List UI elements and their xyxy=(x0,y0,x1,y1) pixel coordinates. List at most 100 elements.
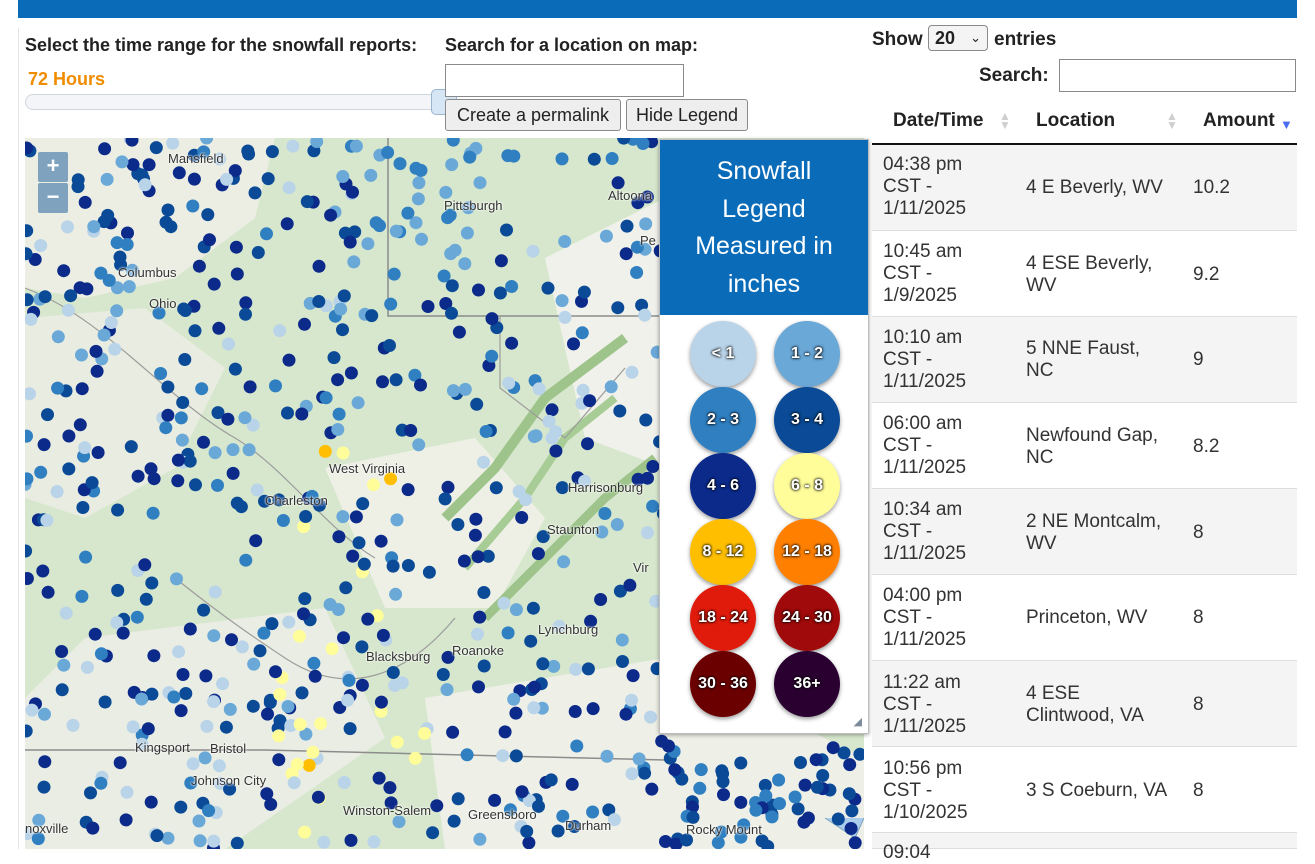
snowfall-report-marker[interactable] xyxy=(509,749,523,763)
snowfall-report-marker[interactable] xyxy=(331,423,345,436)
snowfall-report-marker[interactable] xyxy=(716,775,730,789)
snowfall-report-marker[interactable] xyxy=(414,163,428,177)
snowfall-report-marker[interactable] xyxy=(51,330,65,344)
snowfall-report-marker[interactable] xyxy=(390,735,404,749)
snowfall-report-marker[interactable] xyxy=(138,558,152,572)
snowfall-report-marker[interactable] xyxy=(617,138,631,145)
snowfall-report-marker[interactable] xyxy=(441,650,455,664)
snowfall-report-marker[interactable] xyxy=(260,227,273,241)
snowfall-report-marker[interactable] xyxy=(139,592,153,606)
snowfall-report-marker[interactable] xyxy=(37,780,51,794)
snowfall-report-marker[interactable] xyxy=(439,185,453,199)
snowfall-report-marker[interactable] xyxy=(485,349,499,363)
snowfall-report-marker[interactable] xyxy=(611,176,625,190)
snowfall-report-marker[interactable] xyxy=(501,626,515,640)
snowfall-report-marker[interactable] xyxy=(211,478,224,492)
snowfall-report-marker[interactable] xyxy=(694,763,708,777)
snowfall-report-marker[interactable] xyxy=(145,576,159,590)
snowfall-report-marker[interactable] xyxy=(307,656,321,670)
snowfall-report-marker[interactable] xyxy=(352,536,366,550)
snowfall-report-marker[interactable] xyxy=(32,813,46,827)
snowfall-report-marker[interactable] xyxy=(361,612,375,626)
snowfall-report-marker[interactable] xyxy=(542,414,556,428)
snowfall-report-marker[interactable] xyxy=(384,796,398,810)
snowfall-report-marker[interactable] xyxy=(164,220,178,234)
snowfall-report-marker[interactable] xyxy=(311,790,325,804)
snowfall-report-marker[interactable] xyxy=(41,408,54,422)
snowfall-report-marker[interactable] xyxy=(174,411,188,425)
snowfall-report-marker[interactable] xyxy=(110,236,124,250)
snowfall-report-marker[interactable] xyxy=(290,757,304,771)
snowfall-report-marker[interactable] xyxy=(55,683,69,697)
snowfall-report-marker[interactable] xyxy=(488,793,502,807)
snowfall-report-marker[interactable] xyxy=(299,510,313,523)
snowfall-report-marker[interactable] xyxy=(25,141,34,155)
snowfall-report-marker[interactable] xyxy=(38,707,51,721)
snowfall-report-marker[interactable] xyxy=(257,626,271,640)
snowfall-report-marker[interactable] xyxy=(452,325,466,339)
snowfall-report-marker[interactable] xyxy=(25,572,34,585)
snowfall-report-marker[interactable] xyxy=(341,693,355,707)
snowfall-report-marker[interactable] xyxy=(527,680,541,694)
snowfall-report-marker[interactable] xyxy=(383,339,396,352)
snowfall-report-marker[interactable] xyxy=(325,642,339,656)
snowfall-report-marker[interactable] xyxy=(161,408,175,422)
snowfall-report-marker[interactable] xyxy=(386,666,400,679)
snowfall-report-marker[interactable] xyxy=(526,601,540,615)
snowfall-report-marker[interactable] xyxy=(282,353,296,367)
snowfall-report-marker[interactable] xyxy=(773,797,786,810)
snowfall-report-marker[interactable] xyxy=(409,216,423,230)
snowfall-report-marker[interactable] xyxy=(638,766,652,780)
snowfall-report-marker[interactable] xyxy=(489,481,503,495)
snowfall-report-marker[interactable] xyxy=(186,757,200,771)
snowfall-report-marker[interactable] xyxy=(471,627,484,641)
sort-icon[interactable]: ▲ ▼ xyxy=(999,109,1011,132)
snowfall-report-marker[interactable] xyxy=(246,418,260,432)
table-row[interactable]: 06:00 am CST -1/11/2025 Newfound Gap, NC 8… xyxy=(872,403,1297,489)
snowfall-report-marker[interactable] xyxy=(844,822,858,835)
snowfall-report-marker[interactable] xyxy=(408,751,422,765)
snowfall-report-marker[interactable] xyxy=(87,220,101,234)
snowfall-report-marker[interactable] xyxy=(578,474,592,488)
snowfall-report-marker[interactable] xyxy=(337,289,351,303)
snowfall-report-marker[interactable] xyxy=(551,824,565,838)
snowfall-report-marker[interactable] xyxy=(595,525,609,539)
snowfall-report-marker[interactable] xyxy=(265,617,279,631)
snowfall-report-marker[interactable] xyxy=(144,462,158,476)
snowfall-report-marker[interactable] xyxy=(91,446,105,459)
snowfall-report-marker[interactable] xyxy=(272,729,286,743)
snowfall-report-marker[interactable] xyxy=(635,298,649,312)
snowfall-report-marker[interactable] xyxy=(477,586,491,599)
snowfall-report-marker[interactable] xyxy=(837,746,851,760)
snowfall-report-marker[interactable] xyxy=(94,647,108,661)
snowfall-report-marker[interactable] xyxy=(477,659,491,673)
snowfall-report-marker[interactable] xyxy=(312,295,326,308)
snowfall-report-marker[interactable] xyxy=(386,559,400,573)
snowfall-report-marker[interactable] xyxy=(80,282,94,296)
snowfall-report-marker[interactable] xyxy=(555,152,569,166)
snowfall-report-marker[interactable] xyxy=(383,781,397,795)
snowfall-report-marker[interactable] xyxy=(347,255,361,269)
snowfall-report-marker[interactable] xyxy=(189,478,202,492)
snowfall-report-marker[interactable] xyxy=(545,403,559,417)
snowfall-report-marker[interactable] xyxy=(57,264,71,278)
snowfall-report-marker[interactable] xyxy=(331,373,345,387)
snowfall-report-marker[interactable] xyxy=(524,634,538,648)
snowfall-report-marker[interactable] xyxy=(826,741,840,755)
snowfall-report-marker[interactable] xyxy=(115,155,129,169)
snowfall-report-marker[interactable] xyxy=(515,785,529,799)
snowfall-report-marker[interactable] xyxy=(66,718,80,732)
snowfall-report-marker[interactable] xyxy=(336,510,350,524)
snowfall-report-marker[interactable] xyxy=(25,703,39,717)
snowfall-report-marker[interactable] xyxy=(269,665,282,679)
snowfall-report-marker[interactable] xyxy=(734,830,748,844)
snowfall-report-marker[interactable] xyxy=(183,454,197,468)
snowfall-report-marker[interactable] xyxy=(85,476,99,490)
snowfall-report-marker[interactable] xyxy=(131,469,145,483)
snowfall-report-marker[interactable] xyxy=(242,147,256,161)
snowfall-report-marker[interactable] xyxy=(469,512,483,526)
snowfall-report-marker[interactable] xyxy=(374,695,388,709)
snowfall-report-marker[interactable] xyxy=(98,142,112,156)
snowfall-report-marker[interactable] xyxy=(471,550,485,564)
snowfall-report-marker[interactable] xyxy=(235,640,249,654)
